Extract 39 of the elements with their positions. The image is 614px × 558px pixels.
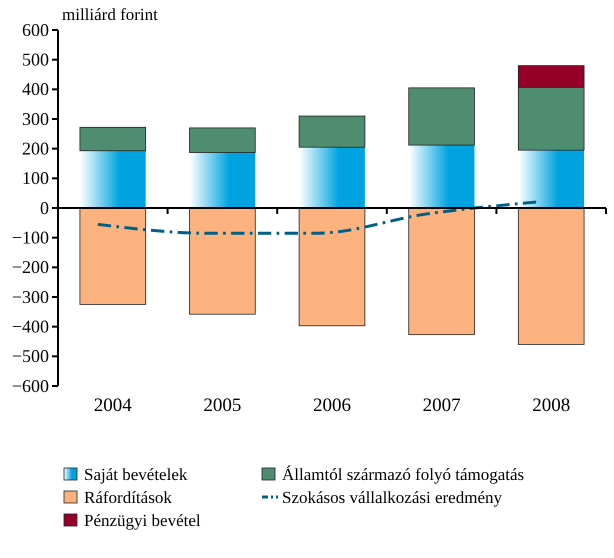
y-tick-label: −500 — [12, 346, 49, 366]
y-tick-label: 100 — [22, 168, 49, 188]
bar — [298, 208, 366, 326]
bar — [189, 128, 256, 153]
legend-label: Saját bevételek — [84, 464, 188, 484]
y-tick-label: 200 — [22, 138, 49, 158]
legend-label: Szokásos vállalkozási eredmény — [282, 488, 502, 507]
legend-label: Államtól származó folyó támogatás — [282, 464, 524, 484]
bar — [518, 208, 584, 345]
y-tick-label: 0 — [40, 198, 49, 218]
y-tick-label: 500 — [22, 49, 49, 70]
y-tick-label: −600 — [12, 376, 49, 396]
y-tick-label: 300 — [22, 108, 49, 129]
x-tick-label: 2008 — [532, 395, 570, 416]
bar — [298, 116, 366, 148]
y-tick-label: −200 — [12, 257, 49, 278]
bar — [80, 126, 146, 152]
bar — [80, 150, 146, 208]
line-series — [96, 200, 538, 235]
bar — [189, 208, 256, 315]
bar — [80, 208, 146, 305]
y-tick-label: −100 — [12, 227, 49, 248]
x-tick-label: 2004 — [94, 395, 132, 416]
legend-label: Ráfordítások — [84, 488, 172, 507]
x-tick-label: 2005 — [203, 395, 242, 416]
y-axis-title: milliárd forint — [62, 5, 158, 24]
y-tick-label: 600 — [22, 20, 49, 40]
y-tick-label: −400 — [12, 316, 49, 336]
y-tick-label: 400 — [22, 79, 49, 100]
x-tick-label: 2006 — [313, 395, 351, 416]
bar — [518, 150, 584, 208]
bar — [408, 87, 475, 146]
bar — [190, 152, 256, 208]
x-tick-label: 2007 — [422, 395, 461, 416]
legend-label: Pénzügyi bevétel — [84, 510, 201, 530]
y-tick-label: −300 — [12, 286, 49, 307]
bar — [299, 147, 365, 208]
bar — [408, 145, 474, 208]
bar — [408, 208, 475, 336]
